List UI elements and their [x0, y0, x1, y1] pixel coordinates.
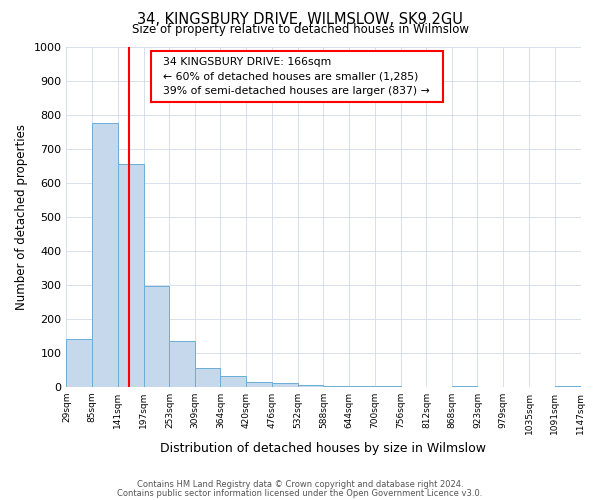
Bar [298, 385, 323, 386]
Bar [143, 286, 169, 386]
Bar [67, 339, 92, 386]
Bar [272, 384, 298, 386]
Bar [169, 341, 195, 386]
Text: Size of property relative to detached houses in Wilmslow: Size of property relative to detached ho… [131, 22, 469, 36]
Y-axis label: Number of detached properties: Number of detached properties [15, 124, 28, 310]
Text: Contains HM Land Registry data © Crown copyright and database right 2024.: Contains HM Land Registry data © Crown c… [137, 480, 463, 489]
Bar [92, 123, 118, 386]
Bar [220, 376, 246, 386]
X-axis label: Distribution of detached houses by size in Wilmslow: Distribution of detached houses by size … [160, 442, 487, 455]
Text: 34 KINGSBURY DRIVE: 166sqm
  ← 60% of detached houses are smaller (1,285)
  39% : 34 KINGSBURY DRIVE: 166sqm ← 60% of deta… [157, 56, 437, 96]
Text: 34, KINGSBURY DRIVE, WILMSLOW, SK9 2GU: 34, KINGSBURY DRIVE, WILMSLOW, SK9 2GU [137, 12, 463, 28]
Bar [246, 382, 272, 386]
Bar [195, 368, 220, 386]
Text: Contains public sector information licensed under the Open Government Licence v3: Contains public sector information licen… [118, 488, 482, 498]
Bar [118, 164, 143, 386]
